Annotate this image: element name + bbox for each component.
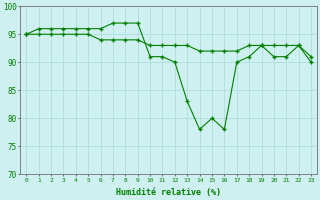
X-axis label: Humidité relative (%): Humidité relative (%) — [116, 188, 221, 197]
